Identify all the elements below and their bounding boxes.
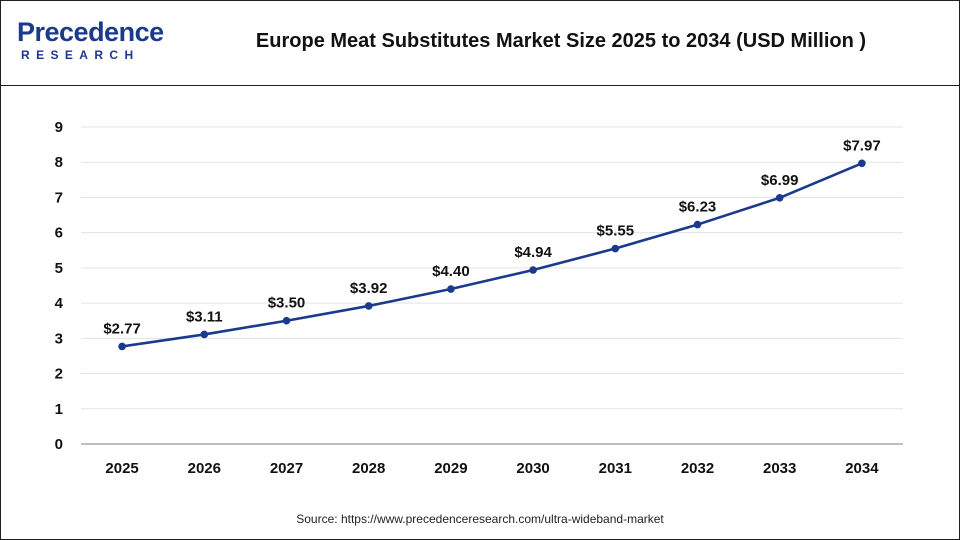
y-tick-label: 9 <box>55 119 63 136</box>
y-tick-label: 8 <box>55 154 63 171</box>
data-label: $6.23 <box>679 199 717 216</box>
data-point <box>858 159 866 168</box>
series-line <box>121 162 863 348</box>
x-tick-label: 2034 <box>845 460 879 477</box>
data-point <box>529 266 537 274</box>
y-tick-label: 5 <box>55 260 63 277</box>
x-tick-label: 2028 <box>352 460 385 477</box>
y-tick-label: 1 <box>55 401 63 418</box>
data-label: $6.99 <box>761 172 799 189</box>
y-tick-label: 7 <box>55 189 63 206</box>
data-label: $5.55 <box>597 223 635 240</box>
data-label: $2.77 <box>103 320 141 337</box>
data-label: $3.50 <box>268 295 306 312</box>
data-point <box>447 285 455 293</box>
data-point <box>611 244 620 253</box>
chart-title: Europe Meat Substitutes Market Size 2025… <box>255 30 867 52</box>
x-tick-label: 2025 <box>105 460 138 477</box>
data-label: $4.94 <box>514 244 552 261</box>
x-tick-label: 2027 <box>270 460 303 477</box>
logo-wordmark: Precedence <box>17 17 164 47</box>
y-tick-label: 2 <box>55 366 63 383</box>
brand-logo: Precedence RESEARCH <box>17 17 167 67</box>
logo-subtitle: RESEARCH <box>21 48 140 62</box>
x-tick-label: 2030 <box>516 460 549 477</box>
data-point <box>364 302 373 310</box>
data-label: $3.92 <box>350 280 388 297</box>
data-point <box>200 330 209 339</box>
data-point <box>118 342 126 351</box>
y-tick-label: 4 <box>55 295 64 312</box>
y-tick-label: 0 <box>55 436 63 453</box>
y-tick-label: 6 <box>55 225 63 242</box>
data-point <box>693 220 702 229</box>
x-tick-label: 2029 <box>434 460 467 477</box>
x-tick-label: 2026 <box>188 460 221 477</box>
data-point <box>775 193 784 202</box>
y-tick-label: 3 <box>55 330 63 347</box>
header: Precedence RESEARCH Europe Meat Substitu… <box>1 1 959 86</box>
x-tick-label: 2033 <box>763 460 796 477</box>
x-tick-label: 2031 <box>599 460 632 477</box>
data-point <box>282 316 291 325</box>
data-label: $3.11 <box>186 308 223 325</box>
data-label: $4.40 <box>432 263 470 280</box>
source-note: Source: https://www.precedenceresearch.c… <box>296 512 664 526</box>
data-label: $7.97 <box>843 137 881 154</box>
x-tick-label: 2032 <box>681 460 714 477</box>
